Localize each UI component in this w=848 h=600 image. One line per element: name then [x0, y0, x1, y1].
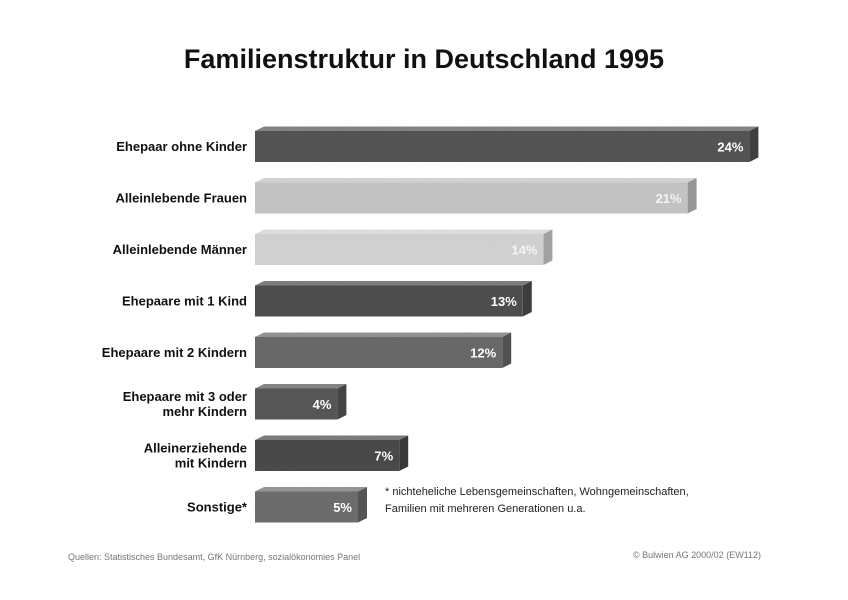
bar-5: 12% Ehepaare mit 2 Kindern — [102, 332, 512, 368]
bar-front-face — [255, 182, 688, 214]
bar-value-label: 4% — [313, 397, 332, 412]
bar-front-face — [255, 285, 523, 317]
copyright-note: © Bulwien AG 2000/02 (EW112) — [633, 550, 762, 560]
category-label: Alleinerziehende — [144, 441, 247, 456]
footnote-line-2: Familien mit mehreren Generationen u.a. — [385, 503, 586, 515]
bar-2: 21% Alleinlebende Frauen — [116, 178, 697, 214]
bar-side-face — [358, 487, 367, 523]
category-label: mehr Kindern — [162, 404, 247, 419]
bar-4: 13% Ehepaare mit 1 Kind — [122, 281, 532, 317]
bar-top-face — [255, 126, 759, 131]
bar-value-label: 5% — [333, 500, 352, 515]
category-label: Ehepaare mit 1 Kind — [122, 294, 247, 309]
bar-top-face — [255, 384, 347, 389]
bar-top-face — [255, 178, 697, 183]
category-label: Alleinlebende Frauen — [116, 191, 248, 206]
bar-front-face — [255, 388, 338, 420]
bar-front-face — [255, 234, 544, 265]
bar-side-face — [687, 178, 697, 214]
bar-value-label: 13% — [491, 294, 517, 309]
bar-side-face — [749, 126, 759, 162]
bar-side-face — [502, 332, 512, 368]
category-label: Ehepaar ohne Kinder — [116, 139, 247, 154]
category-label: Ehepaare mit 2 Kindern — [102, 345, 247, 360]
bar-top-face — [255, 281, 532, 286]
category-label: Sonstige* — [187, 500, 248, 515]
bar-1: 24% Ehepaar ohne Kinder — [116, 126, 759, 162]
bar-value-label: 14% — [511, 243, 537, 258]
bar-value-label: 12% — [470, 346, 496, 361]
category-label: Alleinlebende Männer — [113, 242, 247, 257]
bar-top-face — [255, 229, 553, 234]
bar-front-face — [255, 491, 358, 523]
bar-side-face — [399, 435, 409, 471]
bar-side-face — [543, 229, 553, 265]
bar-top-face — [255, 332, 512, 337]
bar-side-face — [522, 281, 532, 317]
category-label: Ehepaare mit 3 oder — [123, 389, 247, 404]
bars-group: 24% Ehepaar ohne Kinder 21% Alleinlebende F… — [102, 126, 759, 523]
bar-top-face — [255, 435, 409, 440]
bar-side-face — [337, 384, 347, 420]
category-label: mit Kindern — [175, 456, 247, 471]
footnote-line-1: * nichteheliche Lebensgemeinschaften, Wo… — [385, 486, 689, 498]
footnote: * nichteheliche Lebensgemeinschaften, Wo… — [385, 484, 825, 518]
bar-front-face — [255, 131, 750, 162]
bar-value-label: 24% — [717, 140, 743, 155]
bar-3: 14% Alleinlebende Männer — [113, 229, 553, 265]
bar-front-face — [255, 440, 400, 471]
source-note: Quellen: Statistisches Bundesamt, GfK Nü… — [68, 552, 361, 562]
bar-value-label: 7% — [374, 449, 393, 464]
bar-value-label: 21% — [656, 191, 682, 206]
bar-front-face — [255, 337, 503, 368]
bar-top-face — [255, 487, 367, 492]
chart-title: Familienstruktur in Deutschland 1995 — [183, 44, 665, 74]
bar-8: 5% Sonstige* — [187, 487, 367, 523]
